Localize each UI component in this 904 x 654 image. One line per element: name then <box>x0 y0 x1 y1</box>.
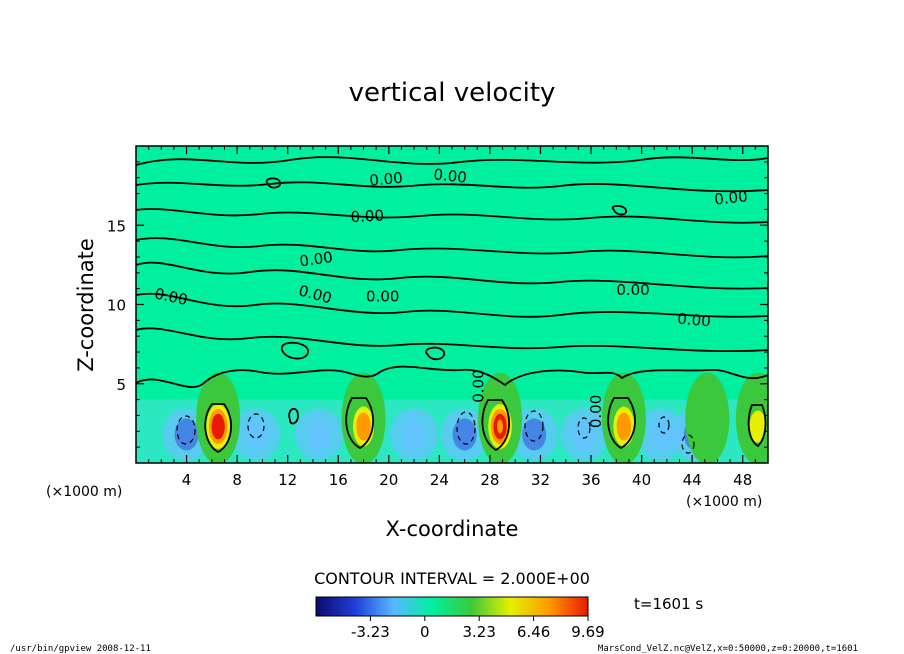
contour-label: 0.00 <box>616 281 649 299</box>
surface-band <box>136 399 768 463</box>
updraft-core <box>704 419 711 434</box>
x-axis: 4 8 12 16 20 24 28 32 36 40 44 48 <box>148 146 756 489</box>
negative-contours <box>176 410 695 454</box>
updraft-core <box>497 419 504 434</box>
contour-label: 0.00 <box>470 369 488 402</box>
x-unit-left: (×1000 m) <box>46 484 122 500</box>
x-tick-label: 12 <box>278 471 297 489</box>
downdraft-core <box>452 418 477 451</box>
y-axis-label: Z-coordinate <box>74 238 98 372</box>
x-tick-label: 28 <box>480 471 499 489</box>
downdraft-core <box>522 418 547 451</box>
x-tick-label: 24 <box>430 471 449 489</box>
y-tick-label: 15 <box>107 217 126 235</box>
contour-label: 0.00 <box>587 395 605 428</box>
contour-lines <box>136 156 768 454</box>
y-tick-label: 5 <box>116 376 126 394</box>
x-tick-label: 8 <box>232 471 242 489</box>
contour-interval-text: CONTOUR INTERVAL = 2.000E+00 <box>314 569 590 588</box>
updraft-core <box>620 419 627 434</box>
velocity-field <box>136 372 768 463</box>
x-axis-label: X-coordinate <box>386 517 519 541</box>
footer-left: /usr/bin/gpview 2008-12-11 <box>10 644 151 654</box>
contour-label: 0.00 <box>350 206 384 226</box>
x-tick-label: 36 <box>581 471 600 489</box>
downdraft-core <box>174 418 199 451</box>
downdraft-core <box>648 418 673 451</box>
x-tick-label: 16 <box>329 471 348 489</box>
contour-label: 0.00 <box>369 169 404 190</box>
colorbar-tick-label: -3.23 <box>351 623 390 641</box>
footer-right: MarsCond_VelZ.nc@VelZ,x=0:50000,z=0:2000… <box>598 644 858 654</box>
updraft-core <box>360 419 367 434</box>
colorbar-tick-label: 9.69 <box>571 623 604 641</box>
time-label: t=1601 s <box>634 595 703 613</box>
y-axis: 5 10 15 <box>107 161 768 448</box>
chart-title: vertical velocity <box>349 78 556 108</box>
downdraft-core <box>572 418 597 451</box>
downdraft-core <box>402 418 427 451</box>
x-tick-label: 44 <box>683 471 702 489</box>
updraft-core <box>754 419 761 434</box>
contour-label: 0.00 <box>713 187 748 208</box>
colorbar-tick-label: 3.23 <box>462 623 495 641</box>
plot-area: 0.00 0.00 0.00 0.00 0.00 0.00 0.00 0.00 0.00 0.00… <box>107 145 769 489</box>
colorbar-tick-label: 6.46 <box>517 623 550 641</box>
contour-label: 0.00 <box>677 310 712 331</box>
y-tick-label: 10 <box>107 297 126 315</box>
updraft-core <box>215 419 222 434</box>
contour-label: 0.00 <box>433 165 468 186</box>
x-tick-label: 32 <box>531 471 550 489</box>
contour-label: 0.00 <box>366 287 399 305</box>
downdraft-core <box>244 418 269 451</box>
colorbar-ticks: -3.23 0 3.23 6.46 9.69 <box>351 616 605 641</box>
x-tick-label: 4 <box>182 471 192 489</box>
x-tick-label: 48 <box>733 471 752 489</box>
colorbar <box>315 596 589 617</box>
x-tick-label: 20 <box>379 471 398 489</box>
colorbar-tick-label: 0 <box>420 623 430 641</box>
contour-label: 0.00 <box>298 248 334 270</box>
x-unit-right: (×1000 m) <box>686 494 762 510</box>
x-tick-label: 40 <box>632 471 651 489</box>
downdraft-core <box>307 418 332 451</box>
